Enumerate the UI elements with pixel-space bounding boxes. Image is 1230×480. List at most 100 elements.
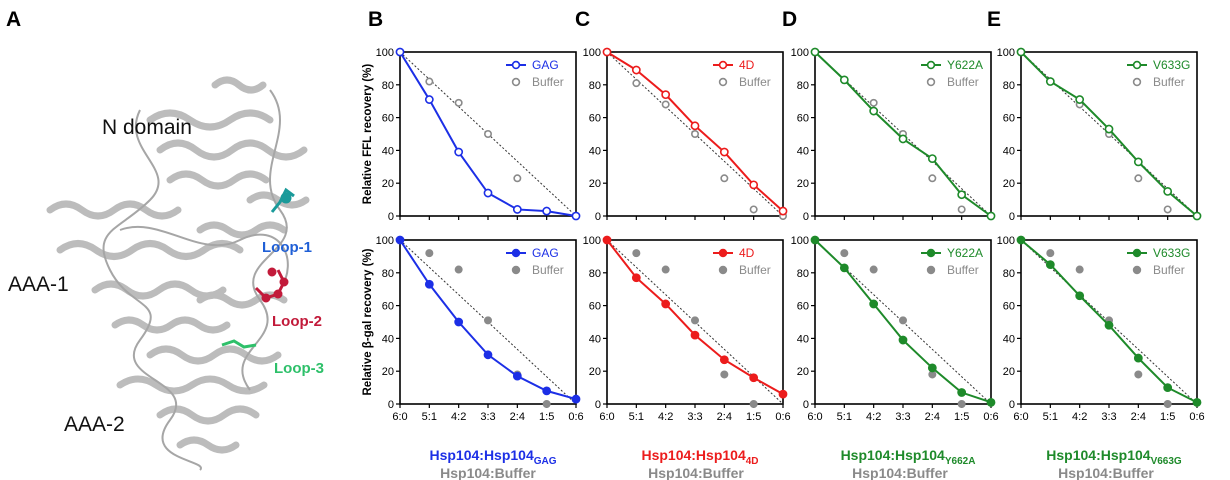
structure-illustration: A	[6, 8, 324, 471]
panel-b-bottom-xtick-label: 0:6	[568, 411, 583, 423]
panel-d-bottom-series-y622a-point	[957, 388, 967, 397]
panel-d-bottom-xtick-label: 6:0	[807, 411, 822, 423]
panel-c-top-series-4d-point	[661, 90, 671, 100]
panel-e-bottom-xtick-label: 0:6	[1189, 411, 1204, 423]
panel-b-top-series-buffer-point	[454, 98, 463, 107]
panel-c-bottom-ytick-label: 100	[583, 235, 601, 247]
panel-d-top-series-y622a-point	[986, 211, 996, 221]
column-title-c-main: Hsp104:Hsp104	[641, 447, 745, 463]
column-title-b-sub: GAG	[534, 456, 557, 467]
panel-e-top-ytick-label: 60	[1003, 113, 1015, 125]
panel-e-top-series-v633g-point	[1045, 77, 1055, 86]
column-title-d-sub: Y662A	[945, 456, 976, 467]
panel-b-bottom-legend-swatch	[511, 248, 521, 258]
panel-letter-e: E	[987, 8, 1001, 31]
panel-b-bottom-series-gag-point	[483, 350, 493, 360]
panel-d-bottom-xtick-label: 2:4	[925, 411, 940, 423]
panel-b-bottom-ylabel: Relative β-gal recovery (%)	[362, 248, 374, 395]
panel-b-bottom-ytick-label: 40	[382, 333, 394, 345]
panel-b-top-series-gag-point	[483, 188, 493, 198]
panel-d-top-series-y622a-point	[869, 106, 879, 116]
panel-c-top-series-4d-point	[602, 47, 612, 57]
panel-d-bottom-legend-label: Y622A	[947, 246, 983, 260]
panel-c-top-legend-swatch	[718, 60, 728, 70]
panel-b-top-ytick-label: 80	[382, 80, 394, 92]
panel-e-bottom-series-buffer-point	[1163, 399, 1172, 408]
panel-e-top-series-v633g-point	[1104, 124, 1114, 134]
panel-e-bottom-chart: 0 20 40 60 80 100 6:0 5:1 4:2 3:3 2:4 1:5 0:6 V633G Bu…	[997, 235, 1205, 423]
column-subtitle-d: Hsp104:Buffer	[852, 465, 948, 480]
column-title-b: Hsp104:Hsp104GAG	[429, 447, 556, 467]
panel-d-bottom-ytick-label: 60	[797, 301, 809, 313]
panel-b-bottom-series-buffer-point	[454, 265, 463, 274]
panel-c-top-ytick-label: 20	[589, 178, 601, 190]
panel-e-bottom-series-v633g-point	[1163, 383, 1173, 392]
panel-b-bottom-xtick-label: 6:0	[392, 411, 407, 423]
panel-d-bottom-series-y622a-point	[927, 363, 937, 373]
panel-c-bottom-series-4d-point	[778, 389, 788, 399]
panel-b-bottom-series-gag-point	[571, 394, 581, 404]
panel-e-bottom-legend-swatch	[1132, 265, 1142, 275]
panel-d-bottom-series-y622a-point	[839, 263, 849, 273]
panel-b-top-series-gag-point	[424, 95, 434, 104]
panel-d-top-series-buffer-point	[957, 205, 966, 214]
panel-c-bottom-series-buffer-point	[720, 370, 729, 379]
panel-b-top-series-gag-point	[571, 211, 581, 221]
panel-d-bottom-series-y622a-point	[869, 299, 879, 309]
panel-e-top-legend-swatch	[1132, 60, 1142, 70]
panel-e-top-series-v633g-point	[1192, 211, 1202, 221]
panel-e-bottom-ytick-label: 60	[1003, 301, 1015, 313]
panel-c-bottom-series-4d-point	[719, 355, 729, 365]
panel-e-bottom-ytick-label: 100	[997, 235, 1015, 247]
panel-b-bottom-ytick-label: 100	[376, 235, 394, 247]
panel-b-top-legend-label: Buffer	[532, 75, 564, 89]
panel-c-bottom-legend-label: Buffer	[739, 263, 771, 277]
panel-d-top-ytick-label: 20	[797, 178, 809, 190]
panel-c-bottom-xtick-label: 5:1	[629, 411, 644, 423]
panel-c-bottom-series-buffer-point	[661, 265, 670, 274]
panel-d-bottom-xtick-label: 4:2	[866, 411, 881, 423]
panel-e-top-series-buffer-point	[1163, 205, 1172, 214]
panel-c-bottom-xtick-label: 1:5	[746, 411, 761, 423]
panel-d-bottom-legend-label: Buffer	[947, 263, 979, 277]
panel-d-bottom-series-y622a-point	[810, 235, 820, 245]
panel-d-bottom-ytick-label: 20	[797, 366, 809, 378]
domain-label-n: N domain	[102, 116, 192, 139]
panel-d-bottom-series-y622a-point	[898, 335, 908, 345]
column-subtitle-c: Hsp104:Buffer	[648, 465, 744, 480]
panel-d-bottom-xtick-label: 5:1	[837, 411, 852, 423]
panel-d-bottom-legend-swatch	[926, 248, 936, 258]
panel-e-top-legend-label: V633G	[1153, 58, 1190, 72]
panel-c-bottom-series-4d-point	[631, 273, 641, 283]
panel-e-bottom-legend-swatch	[1132, 248, 1142, 258]
panel-c-top-series-buffer-point	[661, 100, 670, 109]
panel-b-bottom-series-buffer-point	[425, 249, 434, 258]
column-subtitle-e: Hsp104:Buffer	[1058, 465, 1154, 480]
panel-c-bottom-ytick-label: 0	[595, 399, 601, 411]
panel-e-bottom-xtick-label: 3:3	[1101, 411, 1116, 423]
panel-e-top-series-v633g-point	[1163, 186, 1173, 196]
panel-c-bottom-xtick-label: 4:2	[658, 411, 673, 423]
panel-c-top-series-buffer-point	[632, 79, 641, 88]
panel-e-bottom-series-v633g-point	[1075, 291, 1085, 301]
panel-e-top-series-v633g-point	[1016, 47, 1026, 57]
panel-d-top-series-y622a-point	[810, 47, 820, 57]
panel-d-top-series-buffer-point	[869, 98, 878, 107]
panel-d-bottom-series-buffer-point	[898, 316, 907, 325]
panel-c-bottom-series-buffer-point	[749, 399, 758, 408]
panel-c-top-series-4d-point	[631, 65, 641, 75]
column-title-c: Hsp104:Hsp1044D	[641, 447, 758, 467]
panel-c-top-series-4d-point	[749, 180, 759, 190]
panel-b-top-ytick-label: 0	[388, 211, 394, 223]
panel-d-bottom-series-buffer-point	[957, 399, 966, 408]
panel-b-bottom-series-gag-point	[395, 235, 405, 245]
panel-d-bottom-xtick-label: 3:3	[895, 411, 910, 423]
panel-b-bottom-legend-label: Buffer	[532, 263, 564, 277]
panel-b-bottom-series-gag-point	[512, 371, 522, 381]
panel-c-top-legend-label: Buffer	[739, 75, 771, 89]
column-title-b-main: Hsp104:Hsp104	[429, 447, 533, 463]
panel-d-bottom-xtick-label: 0:6	[983, 411, 998, 423]
panel-b-top-series-buffer-point	[425, 77, 434, 86]
panel-c-top-ytick-label: 100	[583, 47, 601, 59]
panel-c-top-series-buffer-point	[690, 130, 699, 139]
